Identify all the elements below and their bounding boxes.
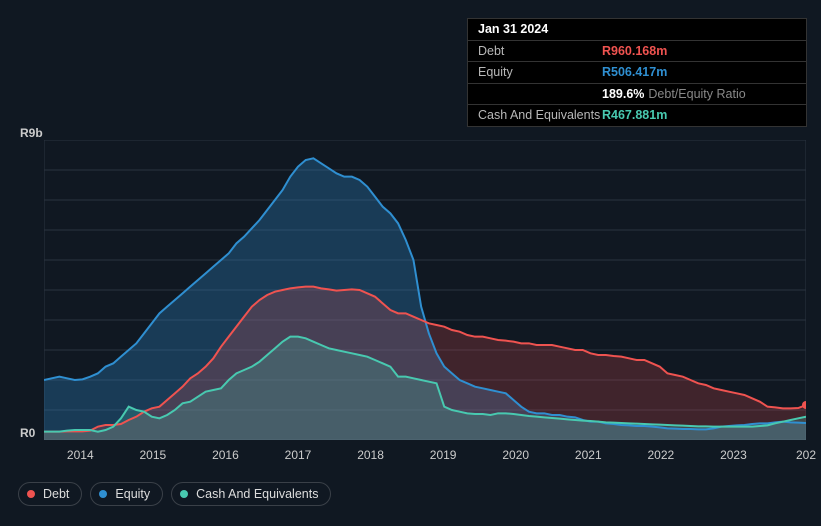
tooltip-debt-label: Debt (478, 45, 602, 58)
legend-item-debt[interactable]: Debt (18, 482, 82, 506)
area-chart[interactable] (44, 140, 806, 440)
tooltip-date: Jan 31 2024 (478, 23, 548, 36)
y-axis-min-label: R0 (20, 426, 35, 440)
y-axis-max-label: R9b (20, 126, 43, 140)
legend-dot-debt (27, 490, 35, 498)
x-tick: 202 (796, 448, 816, 462)
legend-label-equity: Equity (115, 487, 150, 501)
x-tick: 2018 (357, 448, 384, 462)
x-tick: 2014 (67, 448, 94, 462)
x-tick: 2020 (502, 448, 529, 462)
tooltip-ratio-text: Debt/Equity Ratio (648, 88, 745, 101)
x-tick: 2016 (212, 448, 239, 462)
legend-label-cash: Cash And Equivalents (196, 487, 318, 501)
legend-item-cash[interactable]: Cash And Equivalents (171, 482, 331, 506)
chart-tooltip: Jan 31 2024 Debt R960.168m Equity R506.4… (467, 18, 807, 127)
tooltip-debt-value: R960.168m (602, 45, 667, 58)
tooltip-cash-value: R467.881m (602, 109, 667, 122)
tooltip-equity-label: Equity (478, 66, 602, 79)
legend: Debt Equity Cash And Equivalents (18, 482, 331, 506)
tooltip-equity-value: R506.417m (602, 66, 667, 79)
chart-panel: { "background_color": "#101822", "toolti… (0, 0, 821, 526)
legend-dot-cash (180, 490, 188, 498)
legend-item-equity[interactable]: Equity (90, 482, 163, 506)
x-tick: 2019 (430, 448, 457, 462)
x-tick: 2022 (647, 448, 674, 462)
x-tick: 2023 (720, 448, 747, 462)
x-tick: 2021 (575, 448, 602, 462)
tooltip-cash-label: Cash And Equivalents (478, 109, 602, 122)
legend-dot-equity (99, 490, 107, 498)
x-tick: 2015 (139, 448, 166, 462)
tooltip-ratio-pct: 189.6% (602, 88, 644, 101)
x-tick: 2017 (285, 448, 312, 462)
legend-label-debt: Debt (43, 487, 69, 501)
